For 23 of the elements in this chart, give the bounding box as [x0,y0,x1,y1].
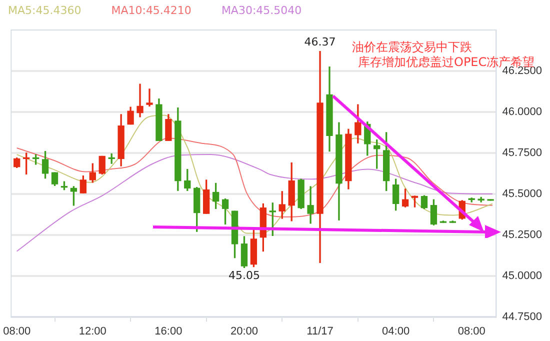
text: MA5:45.4360 [8,4,82,17]
x-tick-label: 08:00 [458,325,486,338]
candlestick [136,84,144,118]
annotation: 45.05 [228,268,260,282]
y-tick-label: 45.2500 [502,228,542,241]
x-tick-label: 16:00 [154,325,182,338]
y-tick-label: 46.0000 [502,106,542,118]
x-tick-label: 04:00 [382,325,410,338]
y-tick-label: 45.5000 [502,188,542,200]
annotation: 46.37 [304,36,336,49]
candlestick [146,88,153,107]
text: MA10:45.4210 [111,4,192,17]
candlestick [307,186,314,224]
y-tick-label: 46.2500 [502,65,542,78]
text: MA30:45.5040 [221,4,302,17]
x-tick-label: 11/17 [306,325,334,338]
annotation: 油价在震荡交易中下跌 [352,40,473,55]
x-tick-label: 12:00 [78,325,106,338]
y-tick-label: 45.7500 [502,146,542,159]
y-tick-label: 44.7500 [502,310,542,323]
x-tick-label: 08:00 [3,325,31,338]
y-tick-label: 45.0000 [502,270,542,282]
x-tick-label: 20:00 [230,325,258,338]
